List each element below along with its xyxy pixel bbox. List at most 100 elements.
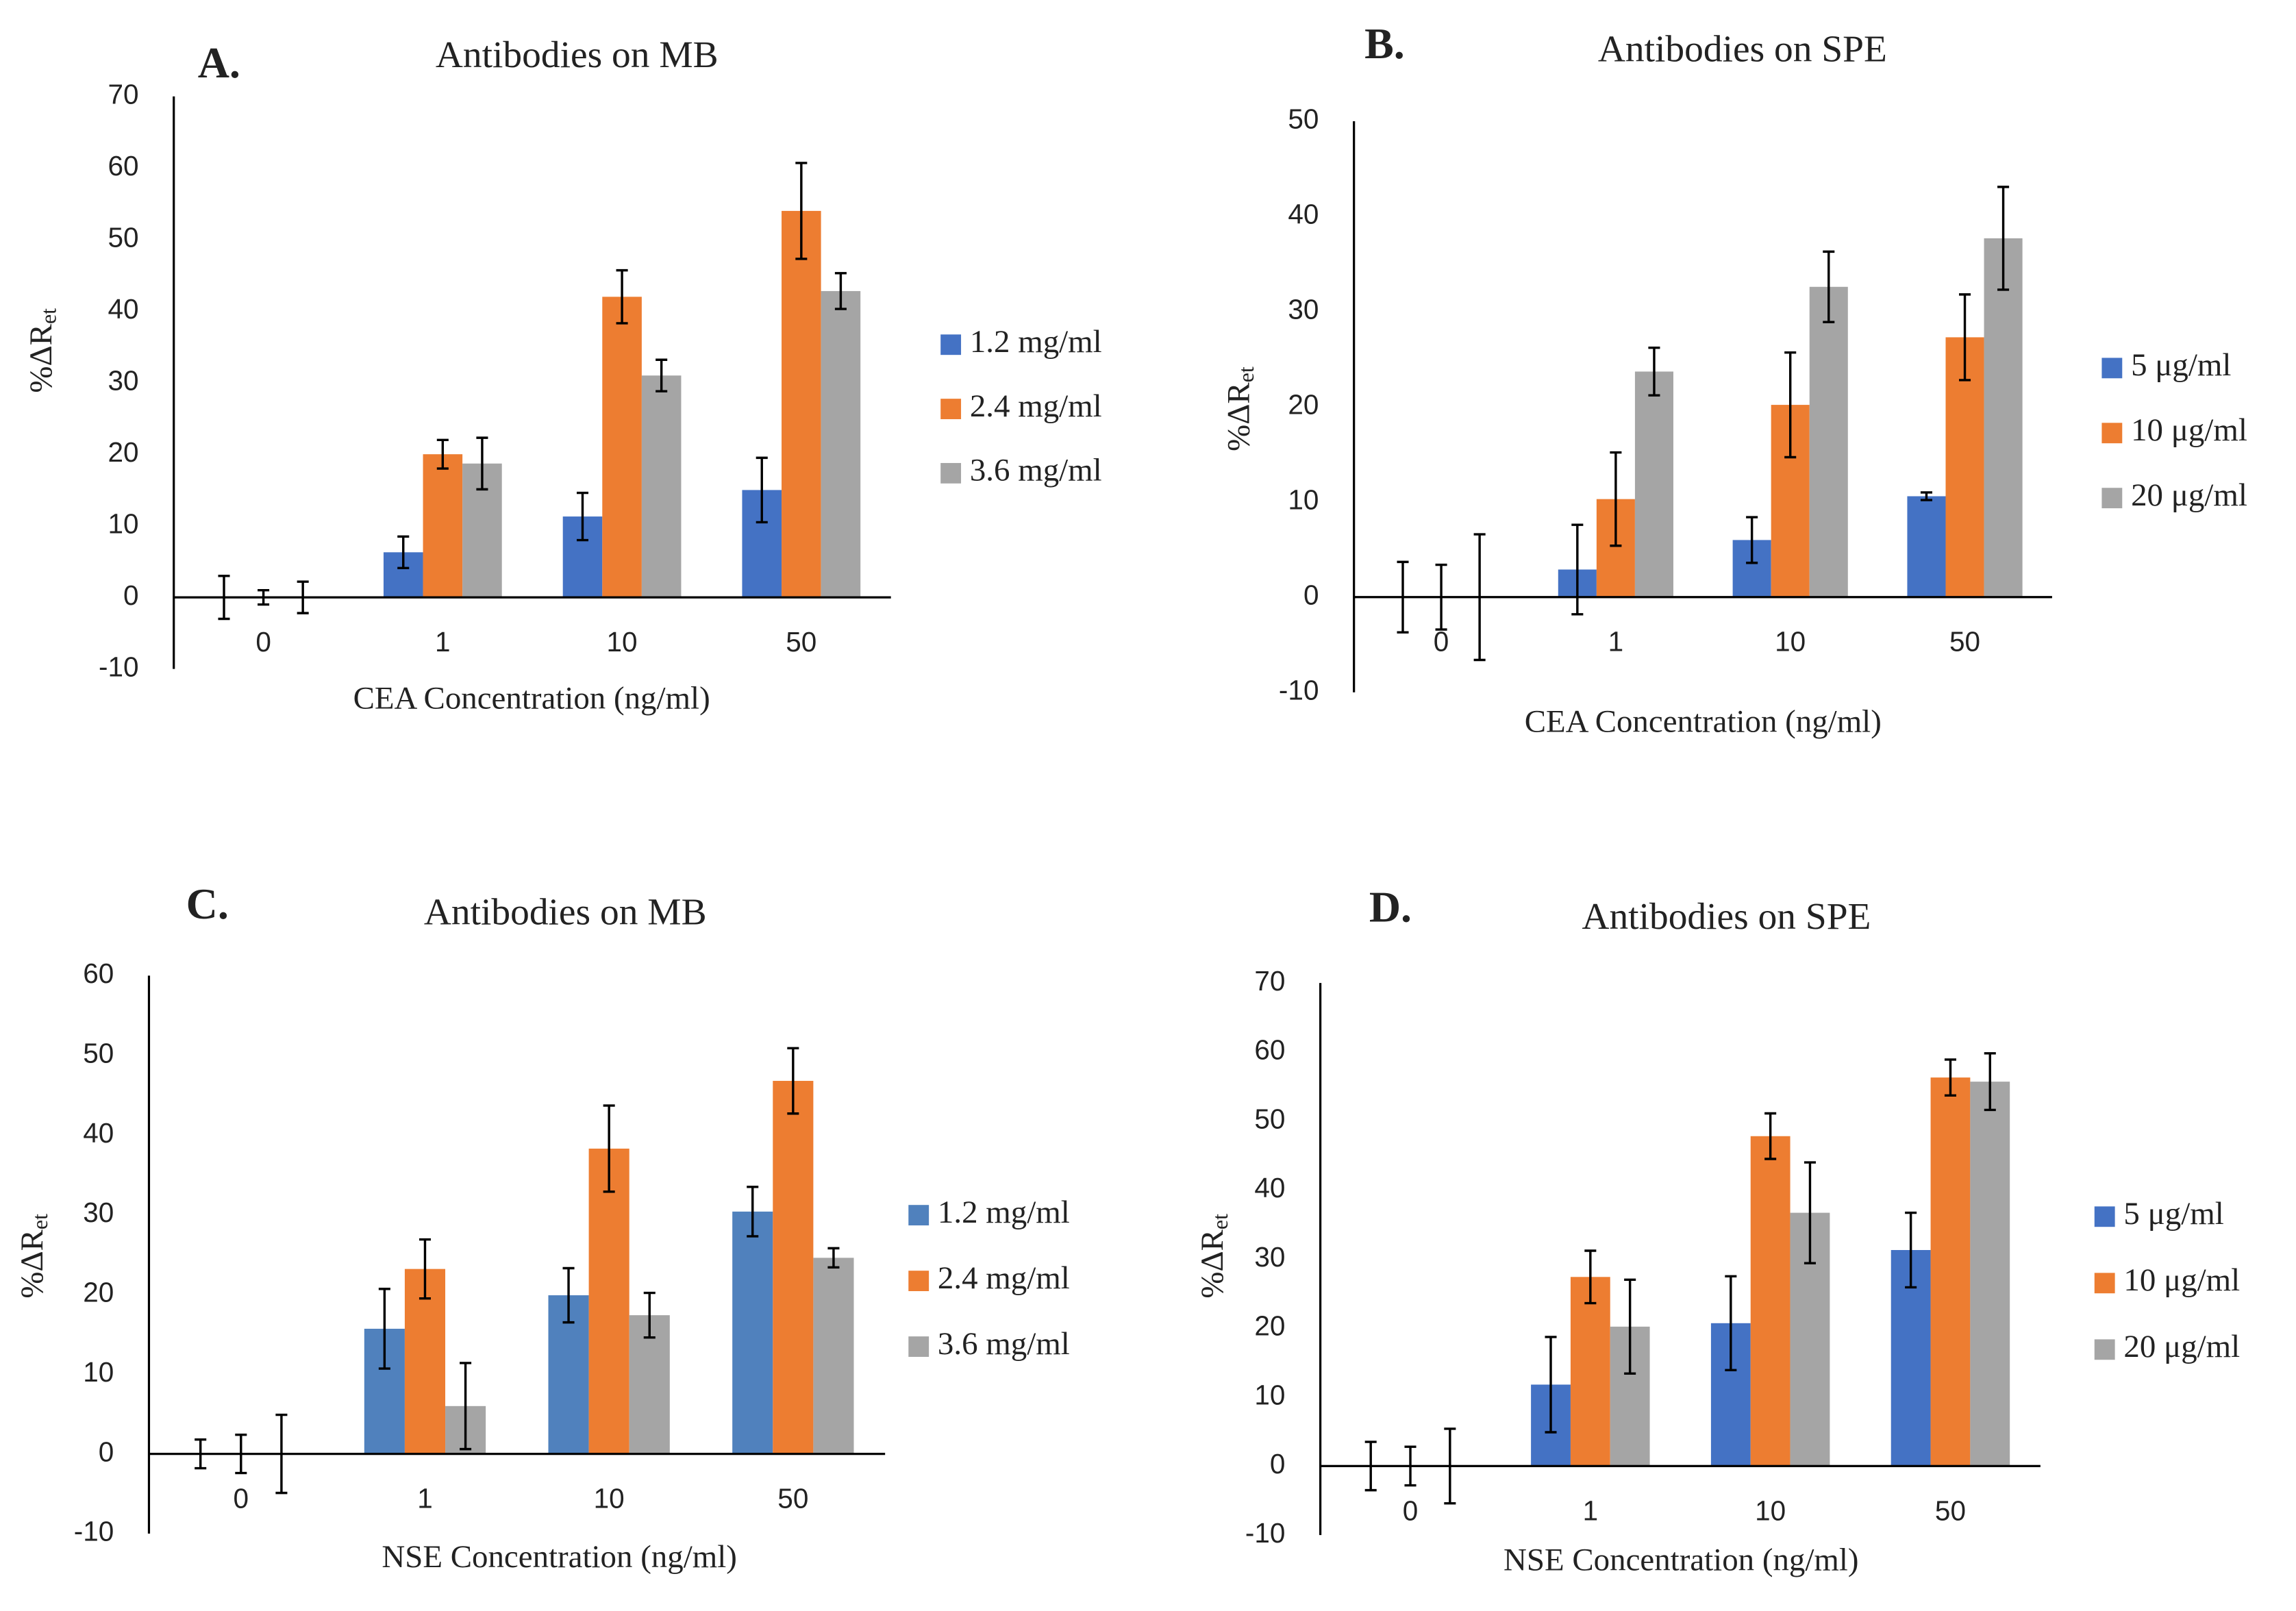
- error-bar: [1920, 491, 1932, 501]
- y-tick-label: 10: [108, 508, 138, 539]
- error-bar: [795, 162, 808, 260]
- error-bar: [747, 1186, 759, 1238]
- legend-swatch: [908, 1336, 929, 1357]
- bar: [1570, 1277, 1610, 1466]
- x-tick-label: 10: [1775, 626, 1806, 658]
- y-tick-label: 40: [1254, 1172, 1285, 1203]
- bar: [1984, 238, 2023, 597]
- bar: [773, 1081, 814, 1454]
- x-tick-label: 0: [255, 626, 271, 658]
- y-tick-label: 10: [1288, 484, 1319, 516]
- bar: [1634, 371, 1673, 597]
- legend-swatch: [2101, 358, 2123, 379]
- y-tick-label: 30: [1288, 294, 1319, 325]
- x-tick-label: 50: [1935, 1495, 1966, 1526]
- chart-title: Antibodies on SPE: [1582, 895, 1871, 937]
- error-bar: [397, 535, 410, 570]
- y-tick-label: 20: [1288, 389, 1319, 421]
- error-bar: [1764, 1112, 1777, 1160]
- chart-title: Antibodies on SPE: [1598, 27, 1887, 69]
- error-bar: [378, 1288, 390, 1370]
- legend-label: 10 μg/ml: [2123, 1262, 2240, 1298]
- x-tick-label: 0: [1434, 626, 1449, 658]
- error-bar: [436, 438, 449, 470]
- error-bar: [1610, 451, 1622, 547]
- x-axis-label: NSE Concentration (ng/ml): [1503, 1542, 1859, 1577]
- bar: [641, 375, 682, 598]
- x-tick-label: 10: [594, 1483, 625, 1514]
- error-bar: [756, 456, 768, 524]
- legend-label: 1.2 mg/ml: [938, 1195, 1070, 1230]
- error-bar: [460, 1362, 472, 1451]
- legend-label: 10 μg/ml: [2131, 412, 2247, 448]
- bar: [588, 1148, 629, 1454]
- y-axis-label-sub: et: [1208, 1214, 1232, 1229]
- y-tick-label: 10: [1254, 1379, 1285, 1410]
- y-tick-label: 60: [108, 150, 138, 182]
- x-tick-label: 50: [777, 1483, 808, 1514]
- y-tick-label: 0: [1270, 1448, 1286, 1479]
- error-bar: [1571, 523, 1584, 616]
- y-axis-label: %ΔRet: [1195, 1214, 1232, 1299]
- error-bar: [603, 1104, 615, 1193]
- legend-label: 5 μg/ml: [2123, 1196, 2223, 1232]
- error-bar: [1746, 516, 1758, 564]
- y-tick-label: 30: [83, 1197, 114, 1228]
- error-bar: [1725, 1275, 1737, 1372]
- bar: [423, 454, 463, 598]
- y-tick-label: 50: [83, 1037, 114, 1069]
- chart-title: Antibodies on MB: [424, 891, 707, 933]
- error-bar: [1944, 1058, 1957, 1097]
- x-tick-label: 10: [1755, 1495, 1786, 1526]
- error-bar: [1584, 1249, 1597, 1305]
- bar: [732, 1211, 773, 1454]
- error-bar: [1823, 250, 1835, 323]
- error-bar: [656, 358, 668, 392]
- y-tick-label: 0: [99, 1436, 114, 1467]
- y-tick-label: 60: [1254, 1034, 1285, 1066]
- bar: [1930, 1077, 1971, 1466]
- error-bar: [787, 1047, 799, 1115]
- error-bar: [576, 491, 589, 542]
- x-tick-label: 0: [234, 1483, 249, 1514]
- y-tick-label: 40: [108, 293, 138, 325]
- legend-swatch: [940, 399, 962, 419]
- y-axis-label: %ΔRet: [14, 1214, 52, 1299]
- y-tick-label: 0: [123, 579, 139, 611]
- bar: [602, 297, 642, 598]
- y-tick-label: 50: [1254, 1103, 1285, 1134]
- y-axis-label-main: %ΔR: [1221, 382, 1256, 451]
- y-tick-label: -10: [99, 651, 139, 682]
- legend-label: 5 μg/ml: [2131, 347, 2231, 383]
- y-tick-label: 30: [1254, 1241, 1285, 1273]
- error-bar: [562, 1266, 575, 1324]
- y-tick-label: 40: [83, 1117, 114, 1149]
- y-tick-label: 20: [1254, 1310, 1285, 1342]
- legend-label: 20 μg/ml: [2131, 477, 2247, 513]
- y-tick-label: 0: [1303, 579, 1319, 610]
- legend-swatch: [908, 1271, 929, 1292]
- legend-label: 2.4 mg/ml: [938, 1260, 1070, 1296]
- error-bar: [1997, 186, 2010, 291]
- error-bar: [1784, 351, 1797, 459]
- y-tick-label: 70: [108, 78, 138, 110]
- legend-swatch: [940, 462, 962, 484]
- y-tick-label: 20: [83, 1277, 114, 1308]
- y-tick-label: 40: [1288, 199, 1319, 230]
- x-axis-label: CEA Concentration (ng/ml): [1525, 703, 1882, 739]
- error-bar: [834, 272, 847, 310]
- error-bar: [827, 1247, 840, 1269]
- x-tick-label: 1: [435, 626, 451, 658]
- y-tick-label: 60: [83, 958, 114, 989]
- error-bar: [643, 1291, 656, 1339]
- bar: [782, 210, 821, 598]
- legend-label: 2.4 mg/ml: [970, 388, 1102, 424]
- x-tick-label: 50: [1949, 626, 1980, 658]
- error-bar: [1804, 1161, 1817, 1264]
- y-axis-label: %ΔRet: [23, 308, 61, 393]
- bar: [1809, 286, 1848, 597]
- x-axis-label: CEA Concentration (ng/ml): [353, 680, 710, 716]
- y-axis-label-main: %ΔR: [23, 323, 59, 392]
- x-tick-label: 50: [786, 626, 816, 658]
- y-tick-label: -10: [1245, 1517, 1286, 1549]
